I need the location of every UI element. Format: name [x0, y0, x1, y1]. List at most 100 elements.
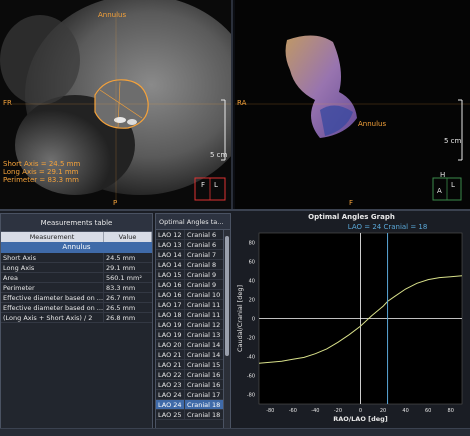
table-row[interactable]: LAO 19 Cranial 13 [156, 330, 230, 340]
measurement-value: 26.7 mm [106, 294, 136, 302]
table-row[interactable]: LAO 24 Cranial 17 [156, 390, 230, 400]
column-header-value[interactable]: Value [104, 232, 152, 242]
orientation-cube-icon[interactable] [194, 177, 226, 201]
measurement-name: Effective diameter based on ... [3, 303, 104, 312]
table-row[interactable]: LAO 18 Cranial 11 [156, 310, 230, 320]
table-row[interactable]: LAO 21 Cranial 15 [156, 360, 230, 370]
y-tick-label: 40 [249, 279, 255, 285]
volume-render-view[interactable]: RA F Annulus 5 cm H A L [235, 0, 470, 209]
table-row[interactable]: LAO 21 Cranial 14 [156, 350, 230, 360]
ct-slice-image [0, 0, 231, 209]
measurements-table-title: Measurements table [1, 214, 152, 232]
table-row[interactable]: LAO 14 Cranial 8 [156, 260, 230, 270]
cranial-angle: Cranial 6 [187, 241, 217, 249]
angles-scrollbar-thumb[interactable] [225, 236, 229, 356]
measurements-table: Measurements table Measurement Value Ann… [0, 213, 153, 429]
measurement-name: Long Axis [1, 263, 104, 272]
cranial-angle: Cranial 11 [187, 311, 221, 319]
table-row[interactable]: LAO 25 Cranial 18 [156, 410, 230, 420]
optimal-angles-table-title: Optimal Angles ta... [156, 214, 230, 230]
cube-letter-l: L [214, 181, 218, 189]
lao-angle: LAO 24 [156, 390, 185, 399]
table-row[interactable]: Effective diameter based on ... 26.5 mm [1, 303, 152, 313]
cranial-angle: Cranial 18 [187, 401, 221, 409]
measurement-value: 26.5 mm [106, 304, 136, 312]
table-row[interactable]: LAO 16 Cranial 9 [156, 280, 230, 290]
lao-angle: LAO 22 [156, 370, 185, 379]
lao-angle: LAO 21 [156, 360, 185, 369]
optimal-angles-graph[interactable]: Optimal Angles Graph -80 -60 -40 -20 0 20 40 60… [233, 211, 470, 436]
measurement-value: 83.3 mm [106, 284, 136, 292]
cube-letter-f: F [201, 181, 206, 189]
table-row[interactable]: Effective diameter based on ... 26.7 mm [1, 293, 152, 303]
cranial-angle: Cranial 6 [187, 231, 217, 239]
ct-left-label: FR [3, 99, 12, 107]
table-row[interactable]: LAO 23 Cranial 16 [156, 380, 230, 390]
table-row[interactable]: LAO 13 Cranial 6 [156, 240, 230, 250]
group-row-annulus[interactable]: Annulus [1, 242, 152, 253]
orientation-cube-icon[interactable] [432, 177, 462, 201]
cranial-angle: Cranial 11 [187, 301, 221, 309]
lao-angle: LAO 17 [156, 300, 185, 309]
vol-scale-label: 5 cm [444, 137, 462, 145]
lao-angle: LAO 23 [156, 380, 185, 389]
table-row[interactable]: LAO 17 Cranial 11 [156, 300, 230, 310]
table-row[interactable]: LAO 20 Cranial 14 [156, 340, 230, 350]
y-tick-label: 20 [249, 298, 255, 304]
cranial-angle: Cranial 14 [187, 351, 221, 359]
x-tick-label: 40 [402, 408, 408, 414]
x-tick-label: -40 [311, 408, 319, 414]
table-row[interactable]: LAO 14 Cranial 7 [156, 250, 230, 260]
graph-canvas[interactable]: -80 -60 -40 -20 0 20 40 60 80 -80 -60 -40 -20 0 20 40 60… [233, 211, 470, 436]
y-tick-label: -20 [247, 336, 255, 342]
selected-angle-annotation: LAO = 24 Cranial = 18 [348, 223, 428, 231]
table-row[interactable]: LAO 22 Cranial 16 [156, 370, 230, 380]
measurement-name: Perimeter [1, 283, 104, 292]
x-tick-label: 80 [448, 408, 454, 414]
angles-scrollbar[interactable] [223, 230, 230, 428]
table-row[interactable]: LAO 12 Cranial 6 [156, 230, 230, 240]
ct-measurement-overlay: Short Axis = 24.5 mm Long Axis = 29.1 mm… [3, 160, 80, 184]
table-row[interactable]: Long Axis 29.1 mm [1, 263, 152, 273]
table-row[interactable]: LAO 16 Cranial 10 [156, 290, 230, 300]
table-row[interactable]: Short Axis 24.5 mm [1, 253, 152, 263]
cranial-angle: Cranial 7 [187, 251, 217, 259]
cranial-angle: Cranial 15 [187, 361, 221, 369]
table-row[interactable]: Area 560.1 mm² [1, 273, 152, 283]
vol-left-label: RA [237, 99, 247, 107]
measurement-value: 24.5 mm [106, 254, 136, 262]
lao-angle: LAO 18 [156, 310, 185, 319]
table-row[interactable]: Perimeter 83.3 mm [1, 283, 152, 293]
y-axis-label: Caudal/Cranial [deg] [236, 285, 244, 352]
table-row[interactable]: LAO 15 Cranial 9 [156, 270, 230, 280]
cranial-angle: Cranial 17 [187, 391, 221, 399]
lao-angle: LAO 12 [156, 230, 185, 239]
measurement-name: (Long Axis + Short Axis) / 2 [1, 313, 104, 322]
lao-angle: LAO 14 [156, 260, 185, 269]
graph-title: Optimal Angles Graph [308, 213, 395, 221]
x-tick-label: 20 [380, 408, 386, 414]
cube-letter-l: L [451, 181, 455, 189]
y-tick-label: 80 [249, 241, 255, 247]
table-row[interactable]: (Long Axis + Short Axis) / 2 26.8 mm [1, 313, 152, 323]
measurement-name: Short Axis [1, 253, 104, 262]
cranial-angle: Cranial 10 [187, 291, 221, 299]
column-header-measurement[interactable]: Measurement [1, 232, 104, 242]
lao-angle: LAO 24 [156, 400, 185, 409]
cranial-angle: Cranial 9 [187, 271, 217, 279]
cranial-angle: Cranial 18 [187, 411, 221, 419]
cube-letter-a: A [437, 187, 442, 195]
lao-angle: LAO 19 [156, 320, 185, 329]
x-tick-label: -60 [289, 408, 297, 414]
x-tick-label: -80 [266, 408, 274, 414]
long-axis-readout: Long Axis = 29.1 mm [3, 168, 79, 176]
y-tick-label: -60 [247, 374, 255, 380]
short-axis-readout: Short Axis = 24.5 mm [3, 160, 81, 168]
ct-slice-view[interactable]: Annulus FR P 5 cm Short Axis = 24.5 mm L… [0, 0, 233, 209]
measurements-table-header: Measurement Value [1, 232, 152, 242]
table-row[interactable]: LAO 19 Cranial 12 [156, 320, 230, 330]
lao-angle: LAO 25 [156, 410, 185, 419]
measurement-value: 29.1 mm [106, 264, 136, 272]
table-row[interactable]: LAO 24 Cranial 18 [156, 400, 230, 410]
ct-bottom-label: P [113, 199, 118, 207]
